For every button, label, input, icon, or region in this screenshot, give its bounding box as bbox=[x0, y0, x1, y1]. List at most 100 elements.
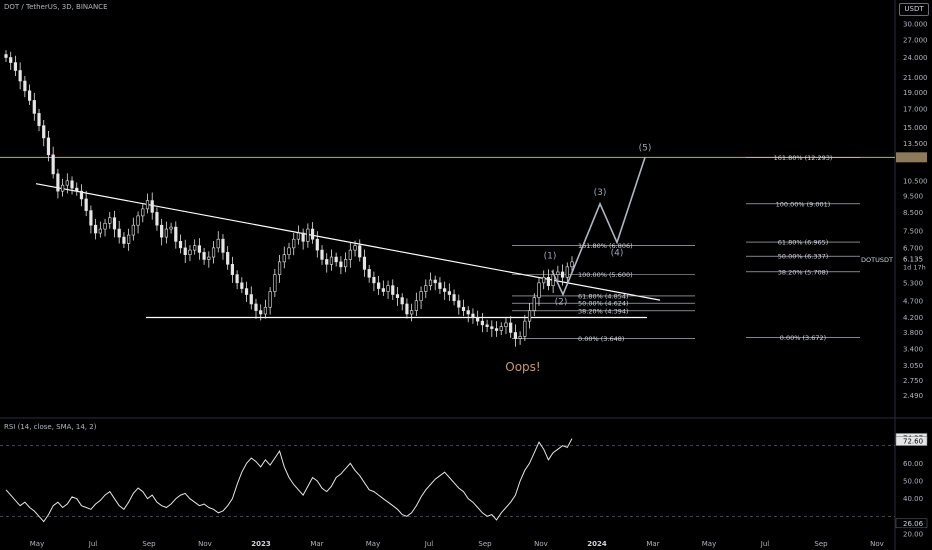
fib-target-label: 0.00% (3.672) bbox=[780, 334, 826, 342]
candle-body bbox=[443, 288, 447, 292]
candle-body bbox=[98, 228, 102, 234]
candle-body bbox=[56, 173, 60, 192]
time-tick-label: Jul bbox=[88, 540, 98, 548]
candle-body bbox=[499, 326, 503, 331]
price-tick-label: 13.500 bbox=[903, 140, 928, 148]
candle-body bbox=[103, 222, 107, 230]
candle-body bbox=[136, 215, 140, 226]
time-tick-label: 2024 bbox=[587, 540, 607, 548]
candle-body bbox=[18, 70, 22, 82]
candle-body bbox=[518, 336, 522, 339]
candle-body bbox=[485, 324, 489, 327]
candle-body bbox=[9, 57, 13, 63]
candle-body bbox=[344, 259, 348, 268]
time-tick-label: Nov bbox=[198, 540, 212, 548]
candle-body bbox=[301, 232, 305, 242]
candle-body bbox=[89, 210, 93, 226]
candle-body bbox=[471, 313, 475, 318]
candle-body bbox=[438, 282, 442, 289]
fib-target-label: 100.00% (9.001) bbox=[776, 200, 831, 208]
time-tick-label: May bbox=[30, 540, 44, 548]
time-tick-label: Nov bbox=[870, 540, 884, 548]
price-tick-label: 3.400 bbox=[903, 346, 923, 354]
candle-body bbox=[466, 310, 470, 315]
candle-body bbox=[164, 228, 168, 238]
candle-body bbox=[320, 249, 324, 260]
candle-body bbox=[490, 326, 494, 329]
candle-body bbox=[532, 297, 536, 311]
fib-level-label: 161.80% (6.806) bbox=[578, 242, 633, 250]
candle-body bbox=[405, 303, 409, 315]
wave-label: (4) bbox=[611, 248, 624, 258]
candle-body bbox=[452, 294, 456, 302]
candle-body bbox=[70, 180, 74, 189]
candle-body bbox=[155, 212, 159, 226]
time-axis: May Jul Sep Nov 2023 Mar May Jul Sep Nov 2024 Mar Ma… bbox=[30, 540, 884, 548]
time-tick-label: Nov bbox=[534, 540, 548, 548]
candle-body bbox=[433, 279, 437, 284]
candle-body bbox=[263, 306, 268, 315]
candle-body bbox=[287, 247, 291, 255]
rsi-value-tag bbox=[895, 436, 928, 446]
candle-body bbox=[65, 180, 69, 186]
candle-body bbox=[197, 245, 201, 253]
candle-body bbox=[537, 282, 541, 298]
candle-body bbox=[542, 277, 546, 284]
candle-body bbox=[230, 264, 234, 275]
candle-body bbox=[461, 306, 466, 311]
wave-label: (1) bbox=[544, 252, 557, 262]
candle-body bbox=[306, 228, 310, 242]
rsi-value-tag bbox=[895, 518, 928, 529]
candle-body bbox=[94, 224, 98, 234]
price-tick-label: 3.800 bbox=[903, 329, 923, 337]
price-tick-label: 17.000 bbox=[903, 105, 928, 113]
candle-body bbox=[334, 256, 338, 263]
wave-label: (5) bbox=[639, 143, 652, 153]
candle-body bbox=[122, 236, 126, 244]
time-tick-label: Sep bbox=[478, 540, 492, 548]
candle-body bbox=[494, 328, 499, 331]
fib-level-label: 50.00% (4.624) bbox=[578, 300, 629, 308]
candle-body bbox=[13, 62, 18, 71]
time-tick-label: May bbox=[366, 540, 380, 548]
candle-body bbox=[457, 300, 461, 308]
candle-body bbox=[277, 261, 282, 275]
candle-body bbox=[211, 247, 216, 258]
candle-body bbox=[353, 245, 357, 251]
candle-body bbox=[145, 200, 150, 210]
candle-body bbox=[329, 256, 334, 265]
price-tick-label: 15.000 bbox=[903, 124, 928, 132]
time-tick-label: Mar bbox=[310, 540, 323, 548]
time-tick-label: Jul bbox=[424, 540, 434, 548]
candle-body bbox=[546, 277, 551, 286]
time-tick-label: Sep bbox=[142, 540, 156, 548]
candle-body bbox=[391, 285, 395, 295]
candle-body bbox=[207, 256, 211, 260]
price-tick-label: 8.500 bbox=[903, 209, 923, 217]
last-price-symbol: DOTUSDT bbox=[861, 256, 893, 264]
candle-body bbox=[339, 261, 343, 268]
price-tick-label: 9.500 bbox=[903, 192, 923, 200]
candle-body bbox=[358, 245, 362, 258]
chart-symbol-title: DOT / TetherUS, 3D, BINANCE bbox=[4, 3, 108, 11]
candle-body bbox=[414, 300, 418, 311]
wave-label: (2) bbox=[555, 298, 568, 308]
candle-body bbox=[259, 310, 263, 315]
candle-body bbox=[202, 252, 206, 260]
fib-level-label: 61.80% (4.854) bbox=[578, 292, 629, 300]
candle-body bbox=[51, 154, 55, 175]
candle-body bbox=[372, 277, 376, 284]
candle-body bbox=[565, 266, 569, 278]
candle-body bbox=[400, 297, 404, 305]
rsi-indicator-label[interactable]: RSI (14, close, SMA, 14, 2) bbox=[4, 423, 97, 431]
candle-body bbox=[117, 228, 121, 238]
currency-button[interactable]: USDT bbox=[899, 3, 929, 16]
price-tick-label: 27.000 bbox=[903, 36, 928, 44]
fib-level-label: 100.00% (5.600) bbox=[578, 271, 633, 279]
time-tick-label: 2023 bbox=[251, 540, 271, 548]
price-tick-label: 2.490 bbox=[903, 392, 923, 400]
rsi-panel bbox=[0, 438, 895, 523]
candle-body bbox=[84, 198, 88, 211]
